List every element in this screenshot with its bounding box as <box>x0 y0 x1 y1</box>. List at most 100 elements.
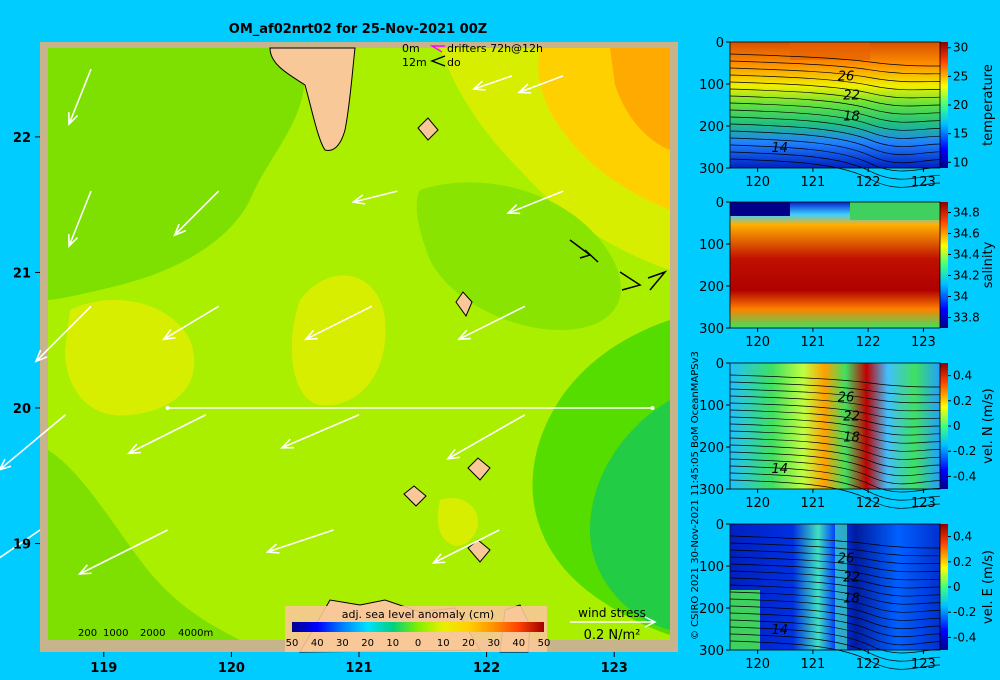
colorbar-tick-label: 0.2 <box>953 394 972 408</box>
contour-label: 18 <box>843 431 860 446</box>
salinity-surface-band <box>730 202 790 216</box>
drifter-12m-label: 12m <box>402 56 427 69</box>
sla-colorbar: adj. sea level anomaly (cm) 50 40 30 20 10 0 1… <box>285 606 550 652</box>
isotherm-contour <box>729 598 941 621</box>
map-y-axis: 19 20 21 22 <box>13 131 40 553</box>
wind-arrow-icon <box>517 75 564 94</box>
isotherm-contour <box>729 409 941 428</box>
contour-label: 14 <box>771 623 788 638</box>
isotherm-contour <box>729 437 941 460</box>
sla-field <box>48 48 670 640</box>
sla-colorbar-tick: 30 <box>336 638 349 649</box>
section-y-tick-label: 0 <box>716 196 724 211</box>
velocity-east-panel: 26 22 18 14 <box>729 524 948 670</box>
section-ylabel: temperature <box>981 64 996 146</box>
isotherm-contour <box>729 60 941 75</box>
depth-legend-label: 2000 <box>140 628 165 639</box>
temperature-contours: 26 22 18 14 <box>729 53 941 188</box>
isotherm-contour <box>729 102 941 123</box>
wind-stress-label: wind stress <box>578 606 646 620</box>
contour-label: 22 <box>843 571 860 586</box>
velocity-north-field <box>730 363 940 489</box>
colorbar-tick-label: 20 <box>953 98 968 112</box>
isotherm-contour <box>729 137 941 164</box>
wind-arrow-icon <box>127 414 207 455</box>
map-x-tick-label: 122 <box>473 661 500 676</box>
temperature-colorbar <box>940 42 948 168</box>
section-frame <box>729 362 941 490</box>
temperature-warm-core <box>790 42 870 60</box>
colorbar-tick-label: 34.4 <box>953 248 980 262</box>
sla-contour-yellow-blob-s <box>437 498 479 546</box>
taiwan-landmass <box>269 47 356 151</box>
contour-label: 26 <box>838 70 855 85</box>
isotherm-contour <box>729 130 941 156</box>
sla-colorbar-tick: 10 <box>437 638 450 649</box>
isotherm-contour <box>729 563 941 581</box>
map-y-tick-label: 20 <box>13 402 31 417</box>
sla-colorbar-tick: 10 <box>386 638 399 649</box>
isotherm-contour <box>729 584 941 605</box>
wind-stress-scale: 0.2 N/m² <box>584 628 641 643</box>
sla-colorbar-ramp <box>292 622 544 632</box>
isotherm-contour <box>729 612 941 638</box>
map-panel: 0m drifters 72h@12h 12m do 200 1000 2000 40… <box>0 42 678 653</box>
colorbar-tick-label: 0.4 <box>953 369 972 383</box>
island-1 <box>417 117 439 141</box>
section-x-tick-label: 123 <box>911 175 936 190</box>
depth-legend-label: 200 <box>78 628 97 639</box>
colorbar-tick-label: 0.4 <box>953 530 972 544</box>
drifter-0m-label: 0m <box>402 42 420 55</box>
wind-arrow-icon <box>265 529 334 554</box>
section-line-start <box>165 406 170 410</box>
island-2 <box>455 291 473 318</box>
colorbar-tick-label: 34.6 <box>953 227 980 241</box>
temperature-panel: 26 22 18 14 <box>729 42 948 188</box>
sla-contour-green-center <box>416 182 621 330</box>
colorbar-tick-label: 34 <box>953 290 968 304</box>
salinity-field <box>730 202 940 328</box>
wind-arrow-icon <box>280 414 360 449</box>
colorbar-tick-label: -0.2 <box>953 605 976 619</box>
salinity-colorbar <box>940 202 948 328</box>
isotherm-contour <box>729 416 941 436</box>
sla-colorbar-tick: 30 <box>487 638 500 649</box>
section-y-tick-label: 100 <box>699 399 724 414</box>
sla-colorbar-ticks: 50 40 30 20 10 0 10 20 30 40 50 <box>286 638 551 649</box>
isotherm-contour <box>729 88 941 107</box>
section-x-tick-label: 120 <box>745 496 770 511</box>
wind-arrow-icon <box>77 529 168 575</box>
section-x-tick-label: 122 <box>856 657 881 672</box>
wind-arrows <box>0 68 564 575</box>
wind-arrow-icon <box>506 190 564 215</box>
sla-colorbar-tick: 50 <box>538 638 551 649</box>
velocity-east-cyan-patch <box>835 524 847 650</box>
isotherm-contour <box>729 458 941 485</box>
sla-colorbar-label: adj. sea level anomaly (cm) <box>342 608 494 621</box>
isotherm-contour <box>729 158 941 188</box>
credit-text: © CSIRO 2021 30-Nov-2021 11:45:05 BoM Oc… <box>690 351 701 640</box>
drifter-12m-symbol-icon <box>430 55 446 67</box>
wind-arrow-icon <box>68 68 92 127</box>
sla-colorbar-tick: 40 <box>512 638 525 649</box>
contour-label: 14 <box>771 462 788 477</box>
wind-arrow-icon <box>68 190 92 249</box>
section-x-tick-label: 123 <box>911 335 936 350</box>
section-line <box>165 406 655 410</box>
island-3 <box>467 457 491 481</box>
isotherm-contour <box>729 395 941 412</box>
section-y-tick-label: 200 <box>699 120 724 135</box>
isotherm-contour <box>729 374 941 388</box>
sla-contour-green-nw <box>48 48 305 300</box>
velocity-north-panel: 26 22 18 14 <box>729 363 948 509</box>
isotherm-contour <box>729 451 941 477</box>
section-x-tick-label: 120 <box>745 335 770 350</box>
wind-arrow-icon <box>303 305 373 341</box>
section-x-tick-label: 123 <box>911 657 936 672</box>
drifter-do-label: do <box>447 56 461 69</box>
colorbar-tick-label: 25 <box>953 69 968 83</box>
contour-label: 18 <box>843 592 860 607</box>
contour-label: 22 <box>843 410 860 425</box>
isotherm-contour <box>729 388 941 404</box>
